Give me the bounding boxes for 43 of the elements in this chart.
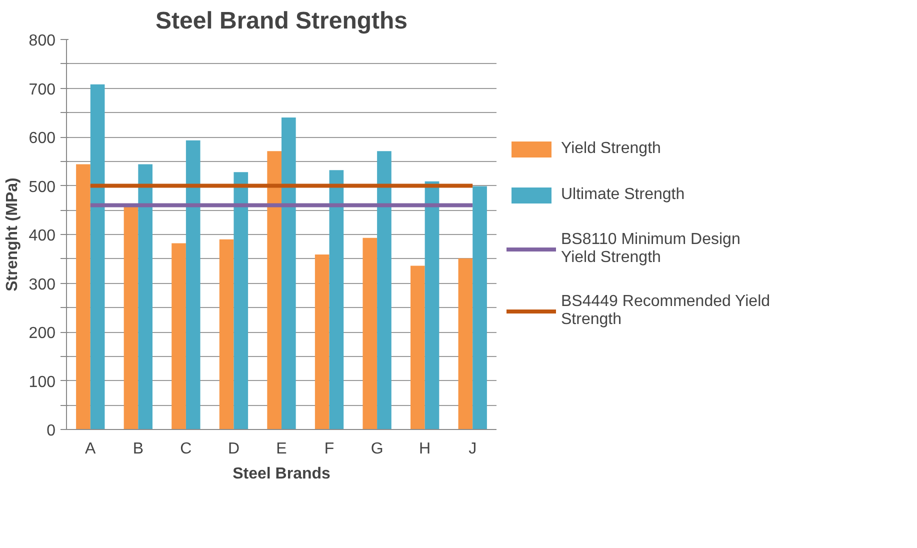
bar xyxy=(267,151,282,430)
legend-label: Ultimate Strength xyxy=(561,185,685,205)
y-tick-label: 600 xyxy=(28,130,56,147)
y-tick-label: 500 xyxy=(28,178,56,196)
legend-label: BS4449 Recommended Yield Strength xyxy=(561,293,770,329)
bar xyxy=(172,243,186,430)
bar xyxy=(472,186,487,430)
chart-title: Steel Brand Strengths xyxy=(155,8,408,34)
legend-label: BS8110 Minimum Design Yield Strength xyxy=(561,231,740,267)
bar xyxy=(377,151,392,430)
bar xyxy=(186,140,200,430)
bar xyxy=(76,164,90,430)
bar xyxy=(234,172,248,430)
bar xyxy=(138,164,152,430)
y-tick-label: 400 xyxy=(28,228,56,244)
bar xyxy=(329,170,344,430)
x-tick-label: B xyxy=(132,440,144,458)
bar xyxy=(219,239,234,430)
bar xyxy=(124,206,138,430)
y-tick-label: 100 xyxy=(28,374,56,391)
x-tick-label: J xyxy=(468,440,477,458)
bar xyxy=(424,181,440,430)
y-tick-label: 700 xyxy=(28,81,56,98)
x-tick-label: E xyxy=(276,440,287,458)
x-tick-label: F xyxy=(324,440,334,458)
x-tick-label: G xyxy=(370,440,384,458)
bar xyxy=(410,266,425,430)
x-tick-label: A xyxy=(85,440,96,458)
bar xyxy=(314,254,330,430)
y-tick-label: 200 xyxy=(28,325,56,342)
x-tick-label: D xyxy=(228,440,240,458)
bar xyxy=(362,238,378,430)
y-axis-title: Strenght (MPa) xyxy=(4,178,21,292)
bar xyxy=(282,118,296,430)
x-axis-title: Steel Brands xyxy=(232,466,331,482)
x-tick-label: C xyxy=(180,440,192,458)
y-tick-label: 300 xyxy=(28,276,56,294)
bar xyxy=(458,258,473,430)
y-tick-label: 0 xyxy=(46,422,56,440)
x-tick-label: H xyxy=(419,440,431,458)
legend-label: Yield Strength xyxy=(561,139,661,159)
y-tick-label: 800 xyxy=(28,32,56,50)
bar xyxy=(90,84,105,430)
